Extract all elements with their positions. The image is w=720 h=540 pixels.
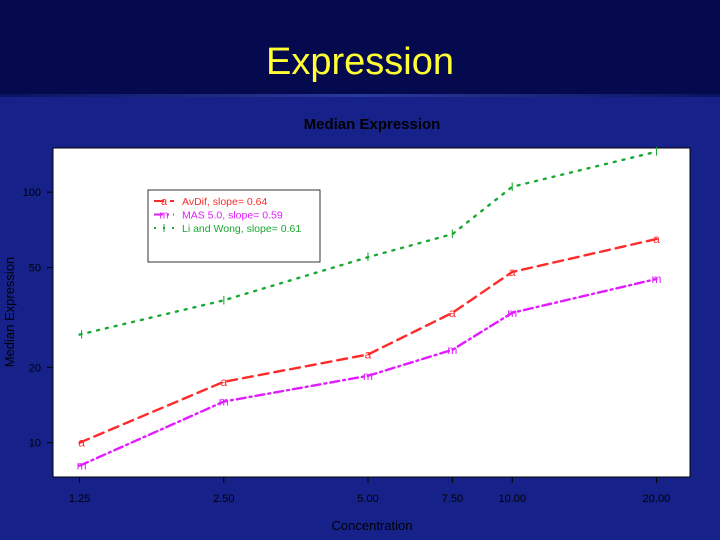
data-point-r: r [450,244,454,258]
data-point-r: r [366,270,370,284]
data-point-m: m [651,272,661,286]
x-tick-label: 10.00 [498,493,526,505]
data-point-a: a [78,436,85,450]
legend-label-a: AvDif, slope= 0.64 [182,196,267,208]
header-divider [0,94,720,97]
series-line-m [78,277,658,467]
data-point-l: l [80,328,83,342]
data-point-l: l [511,180,514,194]
x-tick-label: 7.50 [442,493,463,505]
x-axis-label: Concentration [332,518,413,533]
data-point-r: r [222,320,226,334]
x-tick-label: 2.50 [213,493,234,505]
y-tick-label: 50 [29,263,41,275]
legend-marker-l: l [163,223,165,235]
plot-frame [52,147,691,478]
data-point-r: r [80,375,84,389]
y-tick-label: 100 [23,187,41,199]
data-point-l: l [222,293,225,307]
x-tick-label: 20.00 [643,493,671,505]
legend-label-r: RMA, slope= 0.64 [182,237,266,249]
legend-box [147,189,321,263]
x-tick-label: 5.00 [357,493,378,505]
data-point-l: l [367,250,370,264]
slide-title: Expression [266,41,454,83]
legend-label-l: Li and Wong, slope= 0.61 [182,223,301,235]
series-line-r [78,183,658,383]
legend: a AvDif, slope= 0.64 m MAS 5.0, slope= 0.59… [147,189,321,263]
data-point-a: a [509,265,516,279]
data-point-l: l [451,227,454,241]
data-point-m: m [77,459,87,473]
data-point-m: m [507,306,517,320]
legend-marker-a: a [161,196,168,208]
y-axis-ticks: 10 20 50 100 [23,187,53,450]
data-point-m: m [447,343,457,357]
chart-title: Median Expression [304,116,441,133]
data-point-a: a [449,306,456,320]
legend-label-m: MAS 5.0, slope= 0.59 [182,210,283,222]
data-point-r: r [654,178,658,192]
data-point-r: r [510,211,514,225]
legend-marker-r: r [162,237,166,249]
data-point-m: m [363,369,373,383]
median-expression-chart: Median Expression Concentration Median E… [2,116,691,533]
series-line-l [78,150,658,336]
y-tick-label: 10 [29,438,41,450]
legend-marker-m: m [159,210,168,222]
series-line-a [78,237,658,444]
y-tick-label: 20 [29,362,41,374]
x-axis-ticks: 1.25 2.50 5.00 7.50 10.00 20.00 [69,477,670,505]
data-point-a: a [220,375,227,389]
data-point-m: m [219,395,229,409]
x-tick-label: 1.25 [69,493,90,505]
data-point-a: a [653,232,660,246]
data-point-l: l [655,145,658,159]
slide-header [0,0,720,96]
data-point-a: a [365,347,372,361]
y-axis-label: Median Expression [2,257,17,368]
